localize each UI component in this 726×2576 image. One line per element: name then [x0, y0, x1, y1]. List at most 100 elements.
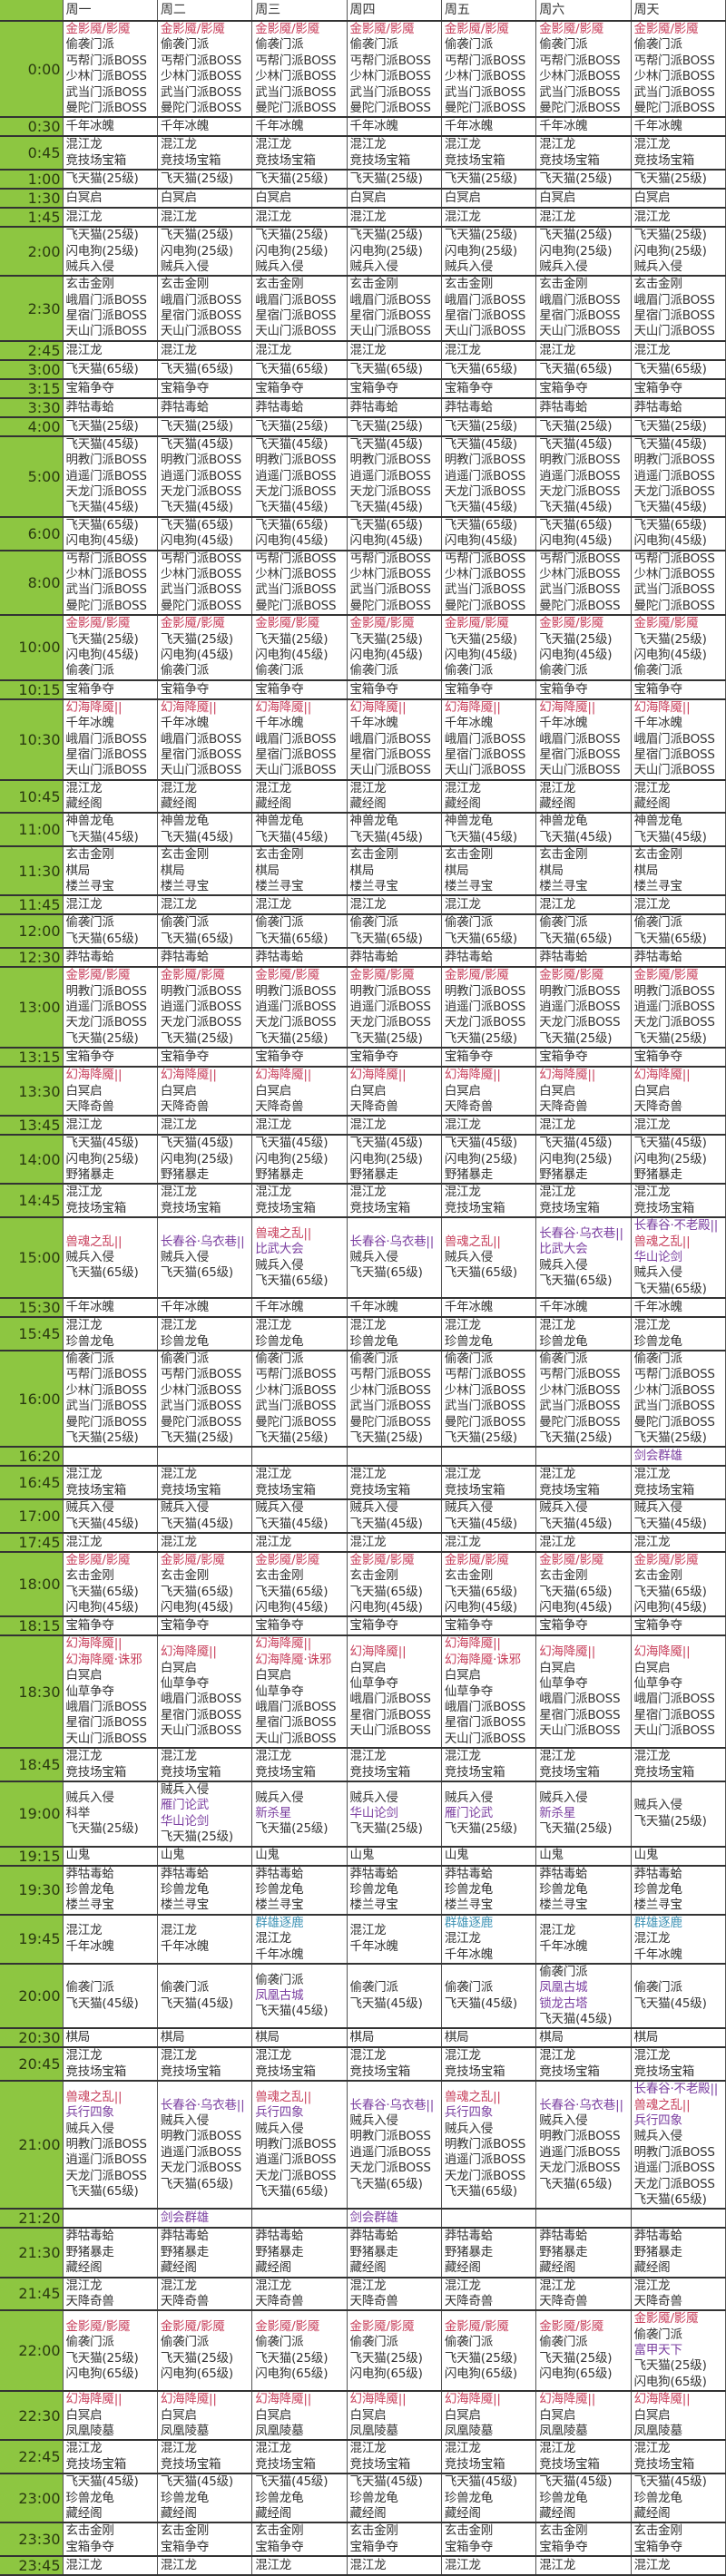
event-item: 贼兵入侵 [633, 259, 682, 274]
event-item: 偷袭门派 [539, 2335, 588, 2350]
event-item-highlighted: 长春谷·不老殿|| [633, 1218, 719, 1234]
schedule-cell: 莽牯毒蛤 野猪暴走 藏经阁 [251, 2228, 348, 2278]
time-slot-row: 13:45 混江龙 混江龙 混江龙 混江龙 混江龙 混江龙 混江龙 [0, 1116, 726, 1137]
event-item: 飞天猫(65级) [633, 361, 707, 376]
schedule-cell: 偷袭门派 飞天猫(45级) [346, 1963, 442, 2030]
schedule-cell: 飞天猫(45级) 珍兽龙龟 藏经阁 [251, 2474, 348, 2524]
schedule-cell: 金影魇/影魇 偷袭门派 丐帮门派BOSS 少林门派BOSS 武当门派BOSS 曼陀门派BO… [440, 21, 537, 119]
time-slot-row: 20:30 棋局 棋局 棋局 棋局 棋局 棋局 棋局 [0, 2028, 726, 2049]
event-item: 混江龙 [65, 137, 103, 152]
schedule-cell: 幻海降魇|| 白冥启 凤凰陵墓 [440, 2391, 537, 2442]
event-item: 星宿门派BOSS [160, 1707, 242, 1722]
event-item: 飞天猫(25级) [255, 418, 329, 434]
time-label: 22:45 [0, 2440, 64, 2475]
event-item: 飞天猫(65级) [160, 2176, 233, 2191]
event-item: 丐帮门派BOSS [444, 53, 526, 68]
schedule-cell: 宝箱争夺 [251, 1616, 348, 1637]
schedule-cell: 贼兵入侵 雁门论武 华山论剑 飞天猫(25级) [156, 1781, 253, 1848]
event-item-highlighted: 金影魇/影魇 [444, 2319, 509, 2334]
schedule-cell: 飞天猫(45级) 明教门派BOSS 逍遥门派BOSS 天龙门派BOSS 飞天猫(45级) [251, 435, 348, 518]
event-item: 天降奇兽 [65, 2293, 114, 2308]
event-item: 飞天猫(45级) [539, 500, 613, 515]
event-item: 白冥启 [255, 190, 292, 205]
event-item: 明教门派BOSS [633, 983, 715, 999]
event-item: 偷袭门派 [255, 915, 304, 931]
schedule-cell: 长春谷·乌衣巷|| 贼兵入侵 明教门派BOSS 逍遥门派BOSS 天龙门派BOSS 飞天猫… [535, 2081, 632, 2210]
event-item-highlighted: 金影魇/影魇 [65, 2319, 131, 2334]
time-label: 10:00 [0, 615, 64, 681]
schedule-cell: 混江龙 竞技场宝箱 [630, 1184, 726, 1219]
schedule-cell: 金影魇/影魇 偷袭门派 丐帮门派BOSS 少林门派BOSS 武当门派BOSS 曼陀门派BO… [156, 21, 253, 119]
event-item: 明教门派BOSS [255, 983, 337, 999]
schedule-cell: 偷袭门派 飞天猫(65级) [251, 914, 348, 950]
schedule-cell: 飞天猫(25级) [251, 170, 348, 190]
schedule-cell: 宝箱争夺 [156, 679, 253, 700]
schedule-cell: 幻海降魇|| 白冥启 仙草争夺 峨眉门派BOSS 星宿门派BOSS 天山门派BOSS [156, 1635, 253, 1750]
schedule-cell: 偷袭门派 凤凰古城 飞天猫(45级) [251, 1963, 348, 2030]
event-item-highlighted: 华山论剑 [349, 1806, 398, 1821]
schedule-cell: 莽牯毒蛤 野猪暴走 藏经阁 [62, 2228, 158, 2278]
event-item: 明教门派BOSS [633, 2144, 715, 2160]
event-item-highlighted: 兽魂之乱|| [633, 1234, 691, 1249]
schedule-cell: 幻海降魇|| 千年冰魄 峨眉门派BOSS 星宿门派BOSS 天山门派BOSS [156, 698, 253, 781]
event-item: 玄击金刚 [65, 277, 114, 292]
schedule-cell: 混江龙 竞技场宝箱 [440, 2047, 537, 2083]
schedule-cell: 丐帮门派BOSS 少林门派BOSS 武当门派BOSS 曼陀门派BOSS [630, 550, 726, 617]
schedule-cell: 幻海降魇|| 白冥启 天降奇兽 [251, 1067, 348, 1117]
event-item-highlighted: 金影魇/影魇 [255, 22, 320, 36]
event-item: 飞天猫(25级) [349, 228, 423, 243]
event-item: 武当门派BOSS [444, 582, 526, 598]
event-item: 少林门派BOSS [349, 1382, 431, 1398]
event-item: 飞天猫(65级) [539, 1273, 613, 1289]
schedule-cell: 金影魇/影魇 明教门派BOSS 逍遥门派BOSS 天龙门派BOSS 飞天猫(25级) [251, 967, 348, 1049]
event-item-highlighted: 金影魇/影魇 [539, 616, 604, 631]
event-item: 闪电狗(45级) [349, 647, 423, 662]
schedule-cell: 金影魇/影魇 飞天猫(25级) 闪电狗(45级) 偷袭门派 [156, 615, 253, 681]
event-item: 混江龙 [349, 209, 387, 224]
event-item: 闪电狗(25级) [65, 1151, 139, 1166]
schedule-cell: 玄击金刚 峨眉门派BOSS 星宿门派BOSS 天山门派BOSS [535, 276, 632, 342]
schedule-cell: 幻海降魇|| 千年冰魄 峨眉门派BOSS 星宿门派BOSS 天山门派BOSS [62, 698, 158, 781]
schedule-cell: 千年冰魄 [535, 1298, 632, 1319]
event-item: 山鬼 [444, 1848, 469, 1863]
schedule-cell: 混江龙 [346, 208, 442, 229]
event-item: 千年冰魄 [65, 1300, 114, 1315]
event-item: 偷袭门派 [349, 1351, 398, 1366]
event-item: 混江龙 [539, 209, 576, 224]
schedule-cell: 混江龙 [251, 895, 348, 916]
event-item: 楼兰寻宝 [539, 1898, 588, 1913]
schedule-cell: 混江龙 [156, 208, 253, 229]
schedule-cell: 混江龙 竞技场宝箱 [62, 1184, 158, 1219]
event-item: 竞技场宝箱 [255, 1764, 316, 1780]
event-item: 混江龙 [349, 780, 387, 795]
event-item: 竞技场宝箱 [349, 2064, 411, 2079]
schedule-cell: 贼兵入侵 新杀星 飞天猫(25级) [251, 1781, 348, 1848]
event-item: 混江龙 [65, 2048, 103, 2064]
event-item: 宝箱争夺 [349, 380, 398, 395]
event-item: 贼兵入侵 [255, 1257, 304, 1273]
event-item: 明教门派BOSS [444, 2137, 526, 2152]
event-item-highlighted: 兵行四象 [65, 2105, 114, 2121]
event-item: 天龙门派BOSS [255, 2168, 337, 2183]
event-item: 白冥启 [444, 190, 481, 205]
time-slot-row: 18:00 金影魇/影魇 玄击金刚 飞天猫(65级) 闪电狗(45级) 金影魇/影魇 玄击金… [0, 1551, 726, 1618]
schedule-cell: 金影魇/影魇 明教门派BOSS 逍遥门派BOSS 天龙门派BOSS 飞天猫(25级) [346, 967, 442, 1049]
event-item: 闪电狗(45级) [65, 647, 139, 662]
event-item: 飞天猫(65级) [65, 931, 139, 946]
event-item: 贼兵入侵 [349, 2113, 398, 2129]
event-item: 仙草争夺 [65, 1683, 114, 1699]
event-item: 竞技场宝箱 [160, 1764, 221, 1780]
schedule-cell: 山鬼 [535, 1846, 632, 1867]
event-item: 偷袭门派 [539, 663, 588, 678]
event-item-highlighted: 金影魇/影魇 [633, 616, 699, 631]
event-item: 莽牯毒蛤 [444, 2229, 494, 2244]
event-item-highlighted: 金影魇/影魇 [633, 2311, 699, 2327]
time-label: 16:20 [0, 1447, 64, 1468]
event-item: 野猪暴走 [539, 2244, 588, 2259]
event-item: 天山门派BOSS [349, 1723, 431, 1739]
event-item: 飞天猫(25级) [633, 418, 707, 434]
event-item: 混江龙 [539, 897, 576, 912]
event-item: 宝箱争夺 [160, 1618, 210, 1634]
schedule-cell: 长春谷·乌衣巷|| 贼兵入侵 飞天猫(65级) [346, 1217, 442, 1300]
time-label: 18:45 [0, 1748, 64, 1782]
